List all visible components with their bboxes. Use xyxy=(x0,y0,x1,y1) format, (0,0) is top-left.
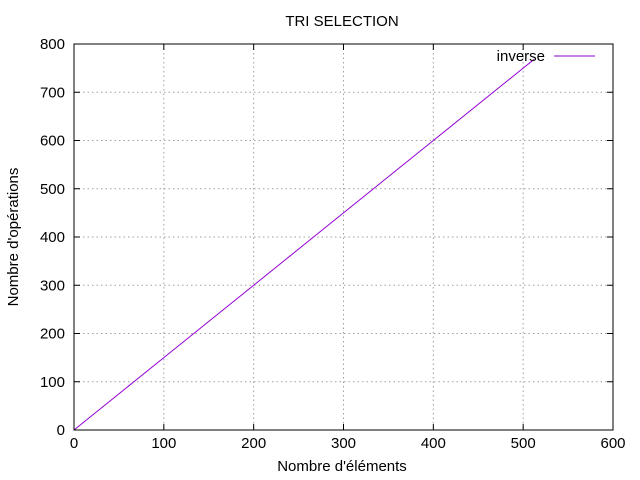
y-tick-label: 800 xyxy=(40,36,65,53)
y-tick-label: 700 xyxy=(40,84,65,101)
x-tick-label: 100 xyxy=(151,435,176,452)
series-line-inverse xyxy=(73,59,535,431)
x-tick-label: 300 xyxy=(331,435,356,452)
y-tick-label: 100 xyxy=(40,374,65,391)
legend-label: inverse xyxy=(497,48,545,65)
y-axis-label: Nombre d'opérations xyxy=(5,168,22,307)
x-tick-label: 0 xyxy=(70,435,78,452)
legend: inverse xyxy=(497,48,595,65)
y-tick-label: 500 xyxy=(40,181,65,198)
x-tick-label: 200 xyxy=(241,435,266,452)
ticks xyxy=(73,43,614,431)
x-tick-label: 500 xyxy=(511,435,536,452)
y-tick-label: 0 xyxy=(57,422,65,439)
y-tick-label: 300 xyxy=(40,277,65,294)
series-layer xyxy=(73,59,535,431)
tick-labels: 0 100 200 300 400 500 600 0 100 200 300 400 500 600 70… xyxy=(40,36,626,452)
x-tick-label: 400 xyxy=(421,435,446,452)
x-tick-label: 600 xyxy=(600,435,625,452)
y-tick-label: 400 xyxy=(40,229,65,246)
grid xyxy=(74,44,613,430)
y-tick-label: 200 xyxy=(40,326,65,343)
y-tick-label: 600 xyxy=(40,133,65,150)
x-axis-label: Nombre d'éléments xyxy=(277,458,407,475)
chart-title: TRI SELECTION xyxy=(285,13,398,30)
